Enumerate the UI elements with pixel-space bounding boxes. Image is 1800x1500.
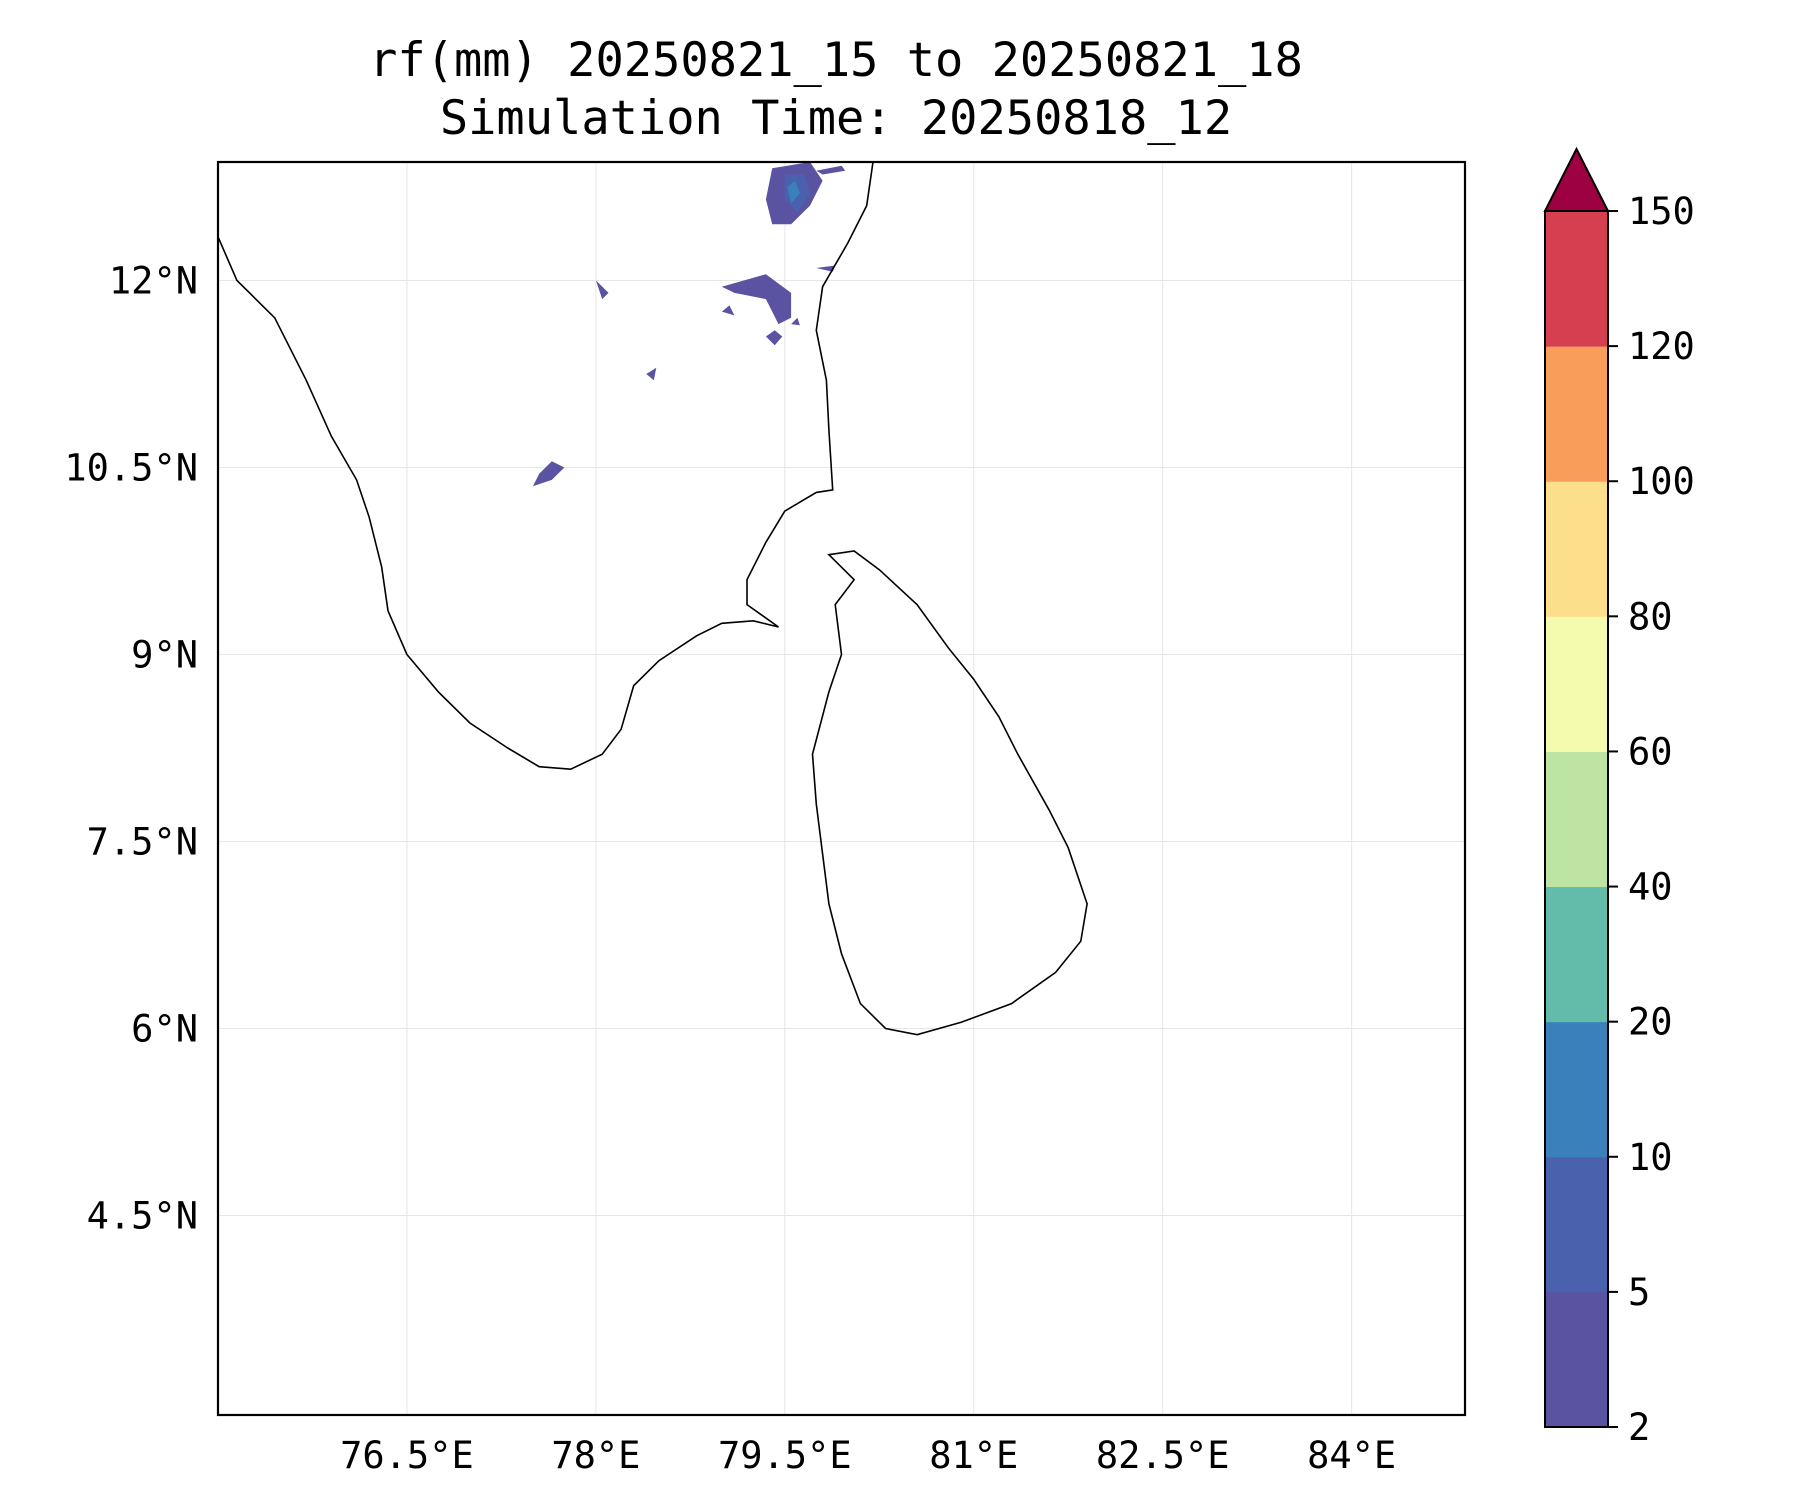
x-axis: 76.5°E 78°E 79.5°E 81°E 82.5°E 84°E [340, 1434, 1396, 1477]
rain-patch [595, 280, 609, 300]
rain-patch [791, 317, 800, 326]
x-tick-label: 78°E [551, 1434, 640, 1477]
rain-patch [816, 265, 836, 272]
y-tick-label: 4.5°N [87, 1195, 198, 1238]
coastline-sri-lanka [811, 550, 1088, 1036]
colorbar-segment [1545, 1291, 1608, 1428]
rain-patch [532, 461, 565, 487]
colorbar-label: 40 [1628, 866, 1673, 909]
map-frame [216, 160, 1467, 1417]
title-line-1: rf(mm) 20250821_15 to 20250821_18 [369, 33, 1303, 88]
rain-patch [721, 274, 792, 325]
rain-patch [787, 180, 800, 204]
colorbar-label: 60 [1628, 730, 1673, 773]
coastline-india [217, 161, 874, 771]
y-tick-label: 6°N [131, 1008, 198, 1051]
colorbar-segment [1545, 211, 1608, 347]
colorbar-segment [1545, 1021, 1608, 1158]
colorbar: 2 5 10 20 40 60 80 100 120 150 [1543, 146, 1695, 1449]
colorbar-label: 2 [1628, 1406, 1650, 1449]
colorbar-segment [1545, 481, 1608, 617]
x-tick-label: 82.5°E [1096, 1434, 1230, 1477]
gridlines [218, 162, 1465, 1415]
y-tick-label: 10.5°N [64, 446, 198, 489]
rain-patch [721, 305, 735, 316]
colorbar-label: 10 [1628, 1136, 1673, 1179]
y-tick-label: 7.5°N [87, 820, 198, 863]
map-area [216, 160, 1467, 1417]
rain-patch [816, 165, 846, 175]
colorbar-label: 100 [1628, 460, 1695, 503]
rainfall-contours [532, 162, 846, 487]
colorbar-label: 5 [1628, 1271, 1650, 1314]
colorbar-segment [1545, 1156, 1608, 1293]
colorbar-frame [1544, 210, 1609, 1428]
colorbar-extend-arrow [1543, 146, 1610, 212]
x-tick-label: 76.5°E [340, 1434, 474, 1477]
colorbar-segment [1545, 886, 1608, 1023]
y-tick-label: 12°N [109, 259, 198, 302]
colorbar-segment [1545, 751, 1608, 888]
x-tick-label: 79.5°E [718, 1434, 852, 1477]
rain-patch [646, 367, 657, 381]
x-tick-label: 81°E [929, 1434, 1018, 1477]
title-line-2: Simulation Time: 20250818_12 [440, 91, 1232, 146]
colorbar-label: 80 [1628, 595, 1673, 638]
colorbar-label: 120 [1628, 325, 1695, 368]
y-axis: 12°N 10.5°N 9°N 7.5°N 6°N 4.5°N [64, 259, 198, 1237]
colorbar-segment [1545, 346, 1608, 482]
colorbar-segment [1545, 616, 1608, 752]
colorbar-label: 150 [1628, 190, 1695, 233]
y-tick-label: 9°N [131, 633, 198, 676]
colorbar-label: 20 [1628, 1001, 1673, 1044]
rain-patch [765, 330, 783, 346]
x-tick-label: 84°E [1307, 1434, 1396, 1477]
